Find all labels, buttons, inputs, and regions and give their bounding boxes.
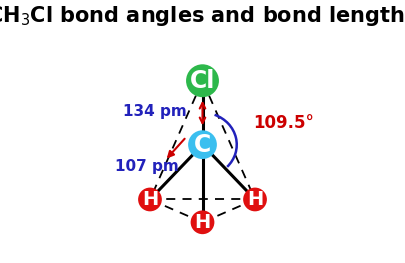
Circle shape	[191, 210, 214, 234]
Circle shape	[138, 188, 162, 211]
Text: Cl: Cl	[190, 69, 215, 93]
Text: 109.5°: 109.5°	[253, 114, 313, 132]
Circle shape	[243, 188, 267, 211]
Text: C: C	[194, 133, 211, 157]
Circle shape	[188, 130, 217, 159]
Title: CH$_3$Cl bond angles and bond lengths: CH$_3$Cl bond angles and bond lengths	[0, 4, 405, 28]
Text: 107 pm: 107 pm	[115, 159, 179, 174]
Circle shape	[186, 64, 219, 97]
Text: 134 pm: 134 pm	[123, 104, 186, 119]
Text: H: H	[194, 213, 211, 232]
Text: H: H	[142, 190, 158, 209]
Text: H: H	[247, 190, 263, 209]
